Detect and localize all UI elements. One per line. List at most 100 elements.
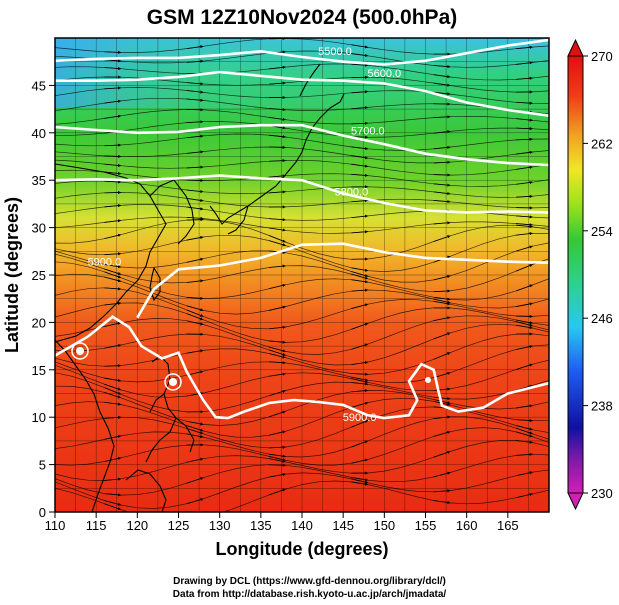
streamline-arrow <box>104 66 122 71</box>
streamline-arrow <box>186 206 204 211</box>
streamline-arrow <box>433 235 451 242</box>
streamline-arrow <box>104 204 122 208</box>
streamline-arrow <box>104 114 122 119</box>
streamline-arrow <box>433 298 451 304</box>
streamline-arrow <box>433 489 451 493</box>
streamline-arrow <box>104 233 122 240</box>
streamline-arrow <box>186 120 204 124</box>
streamline-arrow <box>269 190 286 194</box>
streamline-arrow <box>515 302 533 307</box>
streamline-arrow <box>104 383 122 391</box>
streamline-arrow <box>433 296 451 301</box>
streamline-arrow <box>351 279 369 284</box>
streamline-arrow <box>104 50 122 54</box>
streamline-arrow <box>433 191 451 196</box>
streamline-arrow <box>516 231 533 236</box>
x-axis-label: Longitude (degrees) <box>215 539 388 559</box>
streamline-arrow <box>433 352 451 360</box>
streamline-arrow <box>186 235 204 241</box>
streamline-arrow <box>104 387 122 395</box>
streamline-arrow <box>351 382 369 386</box>
streamline-arrow <box>104 364 122 368</box>
colorbar-min-arrow <box>567 492 584 511</box>
height-contour-line <box>55 174 549 214</box>
streamline-arrow <box>186 98 204 102</box>
colorbar-ticks: 230 238 246 254 262 270 <box>583 49 613 501</box>
colorbar-tick-label: 238 <box>591 399 613 414</box>
streamline-arrow <box>516 101 533 105</box>
x-tick-label: 165 <box>497 518 519 533</box>
streamline-arrow <box>433 500 451 505</box>
gridlines <box>55 38 549 512</box>
streamline-arrow <box>351 230 369 234</box>
streamline-arrow <box>186 165 204 169</box>
streamline-arrow <box>269 325 286 330</box>
x-tick-label: 145 <box>332 518 354 533</box>
streamline-arrow <box>268 283 286 290</box>
streamline-arrow <box>268 456 286 462</box>
streamline-arrow <box>516 194 533 198</box>
streamline-arrow <box>516 165 533 170</box>
height-contour-line <box>136 242 549 319</box>
streamline-arrow <box>351 44 369 49</box>
streamline-arrow <box>186 82 204 86</box>
x-tick-label: 120 <box>126 518 148 533</box>
streamline-arrow <box>351 173 369 177</box>
contour-label: 5500.0 <box>318 46 352 58</box>
streamline-arrow <box>515 492 533 499</box>
y-tick-label: 40 <box>32 126 46 141</box>
map-title: GSM 12Z10Nov2024 (500.0hPa) <box>147 6 458 29</box>
streamline-arrow <box>351 372 369 376</box>
streamline-arrow <box>351 389 369 393</box>
y-tick-label: 0 <box>39 505 46 520</box>
streamline-arrow <box>186 257 204 263</box>
streamline-arrow <box>269 445 286 449</box>
streamline-arrow <box>433 450 451 458</box>
coastline-indochina <box>55 339 115 512</box>
streamline-arrow <box>104 344 122 349</box>
streamline-arrow <box>515 425 533 431</box>
streamline-arrow <box>516 324 533 330</box>
cyclone-center-marker <box>169 378 177 386</box>
streamline-arrow <box>351 378 369 384</box>
x-tick-label: 160 <box>456 518 478 533</box>
streamline-arrow <box>269 340 286 344</box>
streamline-arrow <box>186 305 204 312</box>
streamline-arrow <box>268 353 286 359</box>
streamline-arrow <box>433 199 451 204</box>
coastline-borneo <box>125 469 167 512</box>
streamline-arrow <box>516 180 533 185</box>
streamline-arrow <box>186 90 204 94</box>
streamline-arrow <box>516 452 533 457</box>
streamline-arrow <box>186 45 204 49</box>
streamline-arrow <box>515 345 533 350</box>
streamline-arrow <box>351 199 369 203</box>
streamline-arrow <box>351 440 369 448</box>
streamline-arrow <box>104 477 122 481</box>
y-tick-label: 10 <box>32 410 46 425</box>
streamline-arrow <box>351 106 369 110</box>
streamline-arrow <box>104 219 122 223</box>
streamline-arrow <box>269 159 286 163</box>
streamline-arrow <box>104 377 122 382</box>
streamline-arrow <box>268 410 286 418</box>
height-contours: 5500.0 5600.0 5700.0 5800.0 5900.0 5900.0 <box>55 38 549 424</box>
streamline-arrow <box>268 389 286 397</box>
colorbar: 230 238 246 254 262 270 <box>567 38 613 511</box>
streamline-arrow <box>351 360 369 365</box>
streamline-arrow <box>268 346 286 353</box>
streamline-arrow <box>186 349 204 354</box>
streamline-arrow <box>515 427 533 435</box>
streamline-arrow <box>516 118 533 122</box>
streamline-arrow <box>186 216 204 220</box>
streamline-arrow <box>515 319 533 325</box>
streamline-arrow <box>351 63 369 67</box>
cyclone-ring <box>164 373 182 391</box>
streamline-arrow <box>104 500 122 506</box>
streamline-arrow <box>104 163 122 168</box>
streamline-arrow <box>351 288 369 292</box>
height-contour-line <box>55 123 549 167</box>
streamline-arrow <box>351 146 369 151</box>
height-contour-line <box>55 70 549 117</box>
streamline-arrow <box>186 313 204 321</box>
